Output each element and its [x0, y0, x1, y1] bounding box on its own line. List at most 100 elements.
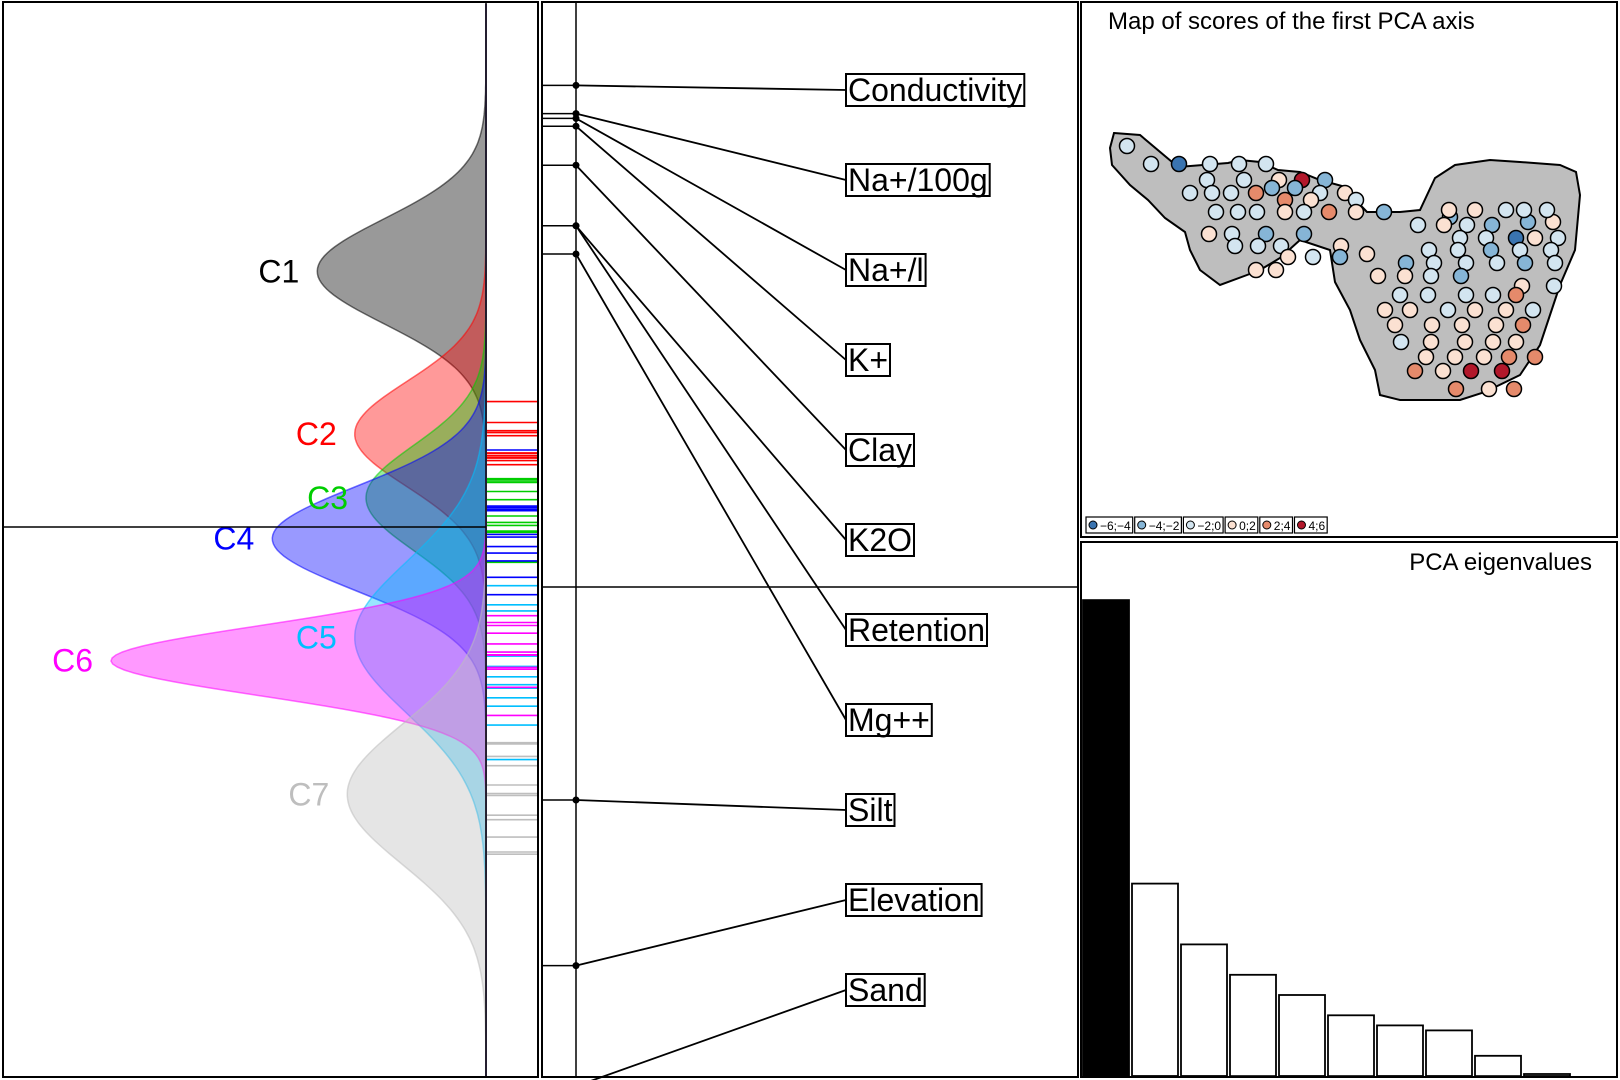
map-point	[1386, 316, 1404, 334]
variable-label: Na+/100g	[848, 162, 988, 198]
variable-connector	[590, 989, 847, 1080]
density-label-c5: C5	[296, 619, 337, 655]
variable-label-box	[845, 883, 983, 917]
variable-k2o: K2O	[542, 222, 915, 558]
legend-swatch	[1137, 520, 1147, 530]
map-point	[1247, 184, 1265, 202]
variable-point	[572, 110, 580, 118]
variable-label: K+	[848, 342, 888, 378]
map-point	[1369, 267, 1387, 285]
map-point	[1526, 348, 1544, 366]
variable-label-box	[845, 163, 991, 197]
variable-na-l: Na+/l	[542, 114, 927, 288]
variable-label: Clay	[848, 432, 912, 468]
map-point	[1524, 301, 1542, 319]
map-point	[1375, 203, 1393, 221]
variable-label-box	[845, 793, 896, 827]
variable-point	[572, 122, 580, 130]
map-point	[1230, 155, 1248, 173]
map-point	[1435, 216, 1453, 234]
legend-box	[1134, 516, 1183, 534]
density-label-c3: C3	[307, 480, 348, 516]
legend-swatch	[1088, 520, 1098, 530]
legend-item: 0;2	[1224, 516, 1259, 534]
map-point	[1203, 184, 1221, 202]
variable-point	[572, 81, 580, 89]
map-point	[1434, 362, 1452, 380]
map-point	[1500, 348, 1518, 366]
map-point	[1358, 245, 1376, 263]
map-point	[1257, 225, 1275, 243]
score-ticks	[487, 400, 537, 856]
variable-k-: K+	[542, 122, 891, 378]
map-point	[1249, 237, 1267, 255]
eigen-bar	[1082, 599, 1130, 1077]
eigen-bar	[1376, 1024, 1424, 1077]
panel-frame	[2, 1, 539, 1078]
map-point	[1457, 286, 1475, 304]
legend-label: −6;−4	[1100, 519, 1131, 533]
panel-map: Map of scores of the first PCA axis −6;−…	[1080, 1, 1618, 538]
variable-elevation: Elevation	[542, 882, 983, 970]
variable-na-100g: Na+/100g	[542, 110, 991, 198]
map-point	[1286, 179, 1304, 197]
map-point	[1396, 267, 1414, 285]
legend-swatch	[1262, 520, 1272, 530]
map-point	[1391, 286, 1409, 304]
variable-label-box	[845, 433, 915, 467]
map-point	[1458, 216, 1476, 234]
variable-label: Silt	[848, 792, 893, 828]
legend-label: −2;0	[1197, 519, 1221, 533]
map-legend: −6;−4 −4;−2 −2;0 0;2 2;4 4;6	[1085, 516, 1328, 534]
map-point	[1201, 155, 1219, 173]
legend-swatch	[1296, 520, 1306, 530]
legend-item: −4;−2	[1134, 516, 1183, 534]
legend-swatch	[1185, 520, 1195, 530]
density-label-c7: C7	[288, 776, 329, 812]
legend-item: −6;−4	[1085, 516, 1134, 534]
variable-point	[572, 161, 580, 169]
density-curves	[110, 4, 487, 1076]
map-point	[1484, 286, 1502, 304]
map-point	[1235, 171, 1253, 189]
variable-label: K2O	[848, 522, 912, 558]
variable-connector	[575, 225, 847, 631]
variable-connector	[575, 164, 847, 451]
variable-connector	[575, 84, 847, 91]
map-point	[1497, 301, 1515, 319]
variable-label-box	[845, 253, 927, 287]
map-point	[1466, 201, 1484, 219]
map-point	[1422, 267, 1440, 285]
legend-box	[1085, 516, 1134, 534]
eigen-bar	[1229, 973, 1277, 1077]
legend-item: 4;6	[1293, 516, 1328, 534]
panel-frame	[1080, 1, 1618, 538]
variable-connector	[575, 253, 847, 721]
map-point	[1475, 348, 1493, 366]
map-point	[1295, 225, 1313, 243]
variable-label: Sand	[848, 972, 923, 1008]
eigen-bar	[1523, 1073, 1571, 1077]
variable-connector	[575, 225, 847, 541]
density-label-c2: C2	[296, 416, 337, 452]
map-point	[1423, 316, 1441, 334]
variable-label-box	[845, 523, 915, 557]
map-point	[1439, 301, 1457, 319]
variable-label: Elevation	[848, 882, 980, 918]
legend-box	[1224, 516, 1259, 534]
map-point	[1376, 301, 1394, 319]
variable-label-box	[845, 613, 988, 647]
panel-densities: C1 C2 C3 C4 C5 C6 C7	[2, 1, 539, 1078]
map-point	[1263, 179, 1281, 197]
map-point	[1514, 316, 1532, 334]
panel-frame	[1080, 541, 1618, 1078]
map-point	[1447, 380, 1465, 398]
map-point	[1295, 203, 1313, 221]
legend-label: 0;2	[1239, 519, 1256, 533]
eigen-bar	[1180, 943, 1228, 1077]
variable-connector	[575, 899, 847, 967]
map-point	[1453, 316, 1471, 334]
map-point	[1456, 333, 1474, 351]
map-point	[1505, 380, 1523, 398]
correlation-connectors: Conductivity Na+/100g Na+/l K+ Clay K2O Retent…	[542, 72, 1026, 1080]
